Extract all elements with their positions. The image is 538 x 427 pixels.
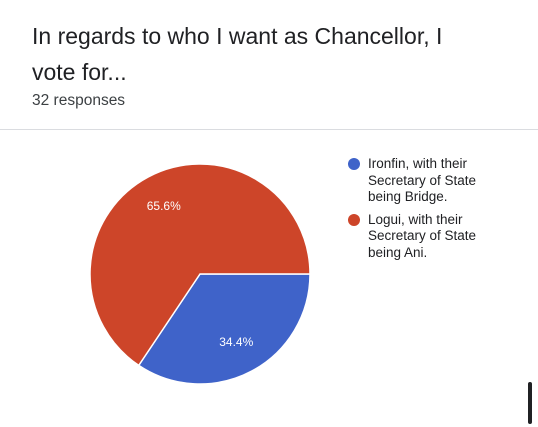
question-title: In regards to who I want as Chancellor, … <box>32 23 443 85</box>
divider <box>0 129 538 130</box>
legend-label-ironfin: Ironfin, with their Secretary of State b… <box>368 156 477 204</box>
pie-label-ironfin: 34.4% <box>219 335 253 349</box>
chart-legend: Ironfin, with their Secretary of State b… <box>348 156 498 267</box>
legend-swatch-ironfin <box>348 158 360 170</box>
legend-label-logui: Logui, with their Secretary of State bei… <box>368 211 477 260</box>
pie-slice-ironfin[interactable] <box>137 273 311 385</box>
response-count: 32 responses <box>32 92 126 109</box>
legend-swatch-logui <box>348 213 360 226</box>
legend-item-logui[interactable]: Logui, with their Secretary of State bei… <box>348 212 498 262</box>
legend-item-ironfin[interactable]: Ironfin, with their Secretary of State b… <box>348 156 498 206</box>
scrollbar-thumb[interactable] <box>528 382 532 424</box>
pie-slice-logui[interactable] <box>89 163 311 367</box>
pie-label-logui: 65.6% <box>147 199 181 213</box>
